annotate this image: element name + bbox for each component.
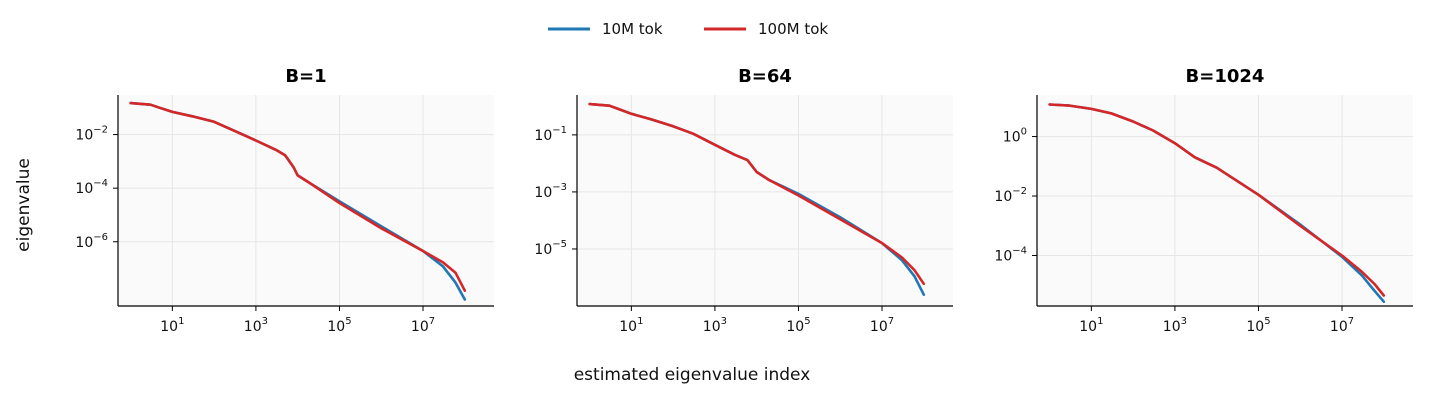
y-tick-label: 10−3 xyxy=(534,182,567,201)
x-tick-label: 101 xyxy=(160,316,184,335)
y-tick-label: 10−4 xyxy=(994,245,1027,264)
x-tick-label: 105 xyxy=(327,316,351,335)
y-tick-label: 10−5 xyxy=(534,239,567,258)
y-tick-label: 10−6 xyxy=(75,232,108,251)
plot-area xyxy=(577,95,953,306)
series-line-100m xyxy=(129,101,467,292)
x-tick-label: 103 xyxy=(244,316,268,335)
x-axis-label: estimated eigenvalue index xyxy=(574,365,811,385)
x-tick-label: 105 xyxy=(786,316,810,335)
x-tick-label: 103 xyxy=(1163,316,1187,335)
legend: 10M tok 100M tok xyxy=(548,20,828,38)
y-tick-label: 10−2 xyxy=(75,125,108,144)
y-tick-label: 10−4 xyxy=(75,178,108,197)
panel-b1: B=1 101 103 105 107 10−2 10−4 10−6 xyxy=(75,66,494,335)
x-tick-label: 101 xyxy=(619,316,643,335)
plot-area xyxy=(118,95,494,306)
x-tick-label: 107 xyxy=(411,316,435,335)
panel-b1024: B=1024 101 103 105 107 100 10−2 10−4 xyxy=(994,66,1413,335)
y-tick-label: 100 xyxy=(1003,127,1027,146)
series-line-100m xyxy=(1048,103,1386,297)
y-tick-label: 10−2 xyxy=(994,186,1027,205)
y-axis-label: eigenvalue xyxy=(14,158,34,252)
x-tick-label: 103 xyxy=(703,316,727,335)
x-tick-label: 107 xyxy=(1330,316,1354,335)
plot-area xyxy=(1037,95,1413,306)
x-tick-label: 107 xyxy=(870,316,894,335)
legend-label-100m: 100M tok xyxy=(758,20,828,38)
series-line-100m xyxy=(588,102,926,286)
panel-title: B=1 xyxy=(285,66,326,87)
x-tick-label: 101 xyxy=(1079,316,1103,335)
x-tick-label: 105 xyxy=(1246,316,1270,335)
y-tick-label: 10−1 xyxy=(534,125,567,144)
panel-title: B=64 xyxy=(738,66,792,87)
panel-b64: B=64 101 103 105 107 10−1 10−3 10−5 xyxy=(534,66,953,335)
panel-title: B=1024 xyxy=(1186,66,1265,87)
legend-label-10m: 10M tok xyxy=(602,20,663,38)
